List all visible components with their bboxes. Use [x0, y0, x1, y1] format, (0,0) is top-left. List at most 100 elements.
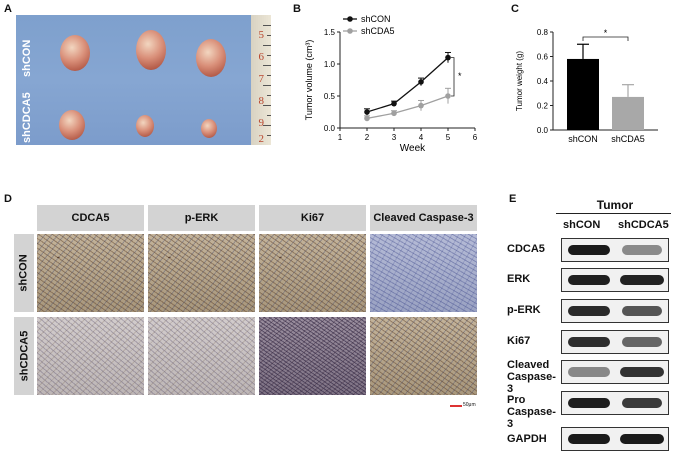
- data-point: [418, 102, 424, 109]
- blot-cleaved-caspase: [561, 360, 669, 384]
- blot-row-label: p-ERK: [507, 304, 541, 316]
- x-tick-label: 3: [392, 133, 397, 142]
- ihc-image-ki67-shcdca5: [259, 317, 366, 395]
- data-point: [391, 110, 397, 117]
- y-tick-label: 0.8: [537, 28, 549, 37]
- x-tick-label: 6: [473, 133, 478, 142]
- ihc-image-cdca5-shcon: [37, 234, 144, 312]
- blot-band: [620, 367, 664, 377]
- series-line-0: [366, 57, 449, 113]
- y-tick-label: 0.0: [324, 124, 336, 133]
- blot-band: [568, 337, 610, 347]
- data-point: [364, 115, 370, 122]
- panel-label-a: A: [4, 3, 12, 15]
- y-tick-label: 0.4: [537, 77, 549, 86]
- legend-marker: [347, 28, 353, 34]
- ruler-number: 2: [258, 133, 265, 145]
- y-axis-label: Tumor weight (g): [515, 51, 524, 112]
- ihc-column-header: p-ERK: [148, 205, 255, 231]
- ihc-image-perk-shcon: [148, 234, 255, 312]
- ruler-number: 5: [258, 29, 265, 41]
- ruler-number: 7: [258, 73, 265, 85]
- blot-band: [622, 306, 662, 316]
- x-tick-label: shCON: [568, 134, 598, 144]
- y-tick-label: 1.0: [324, 60, 336, 69]
- blot-row-label: Pro Caspase-3: [507, 394, 556, 430]
- bar-0: [567, 58, 599, 131]
- panel-label-d: D: [4, 193, 12, 205]
- tumor-specimen: [136, 30, 166, 70]
- ihc-image-caspase-shcon: [370, 234, 477, 312]
- blot-row-label: Ki67: [507, 335, 531, 347]
- tumor-specimen: [136, 115, 154, 137]
- significance-marker: *: [458, 71, 462, 81]
- scale-bar-label: 50μm: [463, 402, 476, 408]
- ihc-row-label: shCDCA5: [18, 330, 31, 382]
- data-point: [364, 109, 370, 115]
- blot-band: [568, 434, 610, 444]
- blot-title: Tumor: [596, 198, 634, 212]
- ihc-image-cdca5-shcdca5: [37, 317, 144, 395]
- x-axis-label: Week: [400, 143, 426, 154]
- tumor-photograph: shCON shCDCA5 5 6 7 8 9 2: [16, 15, 271, 145]
- ruler-number: 6: [258, 51, 265, 63]
- legend-marker: [347, 16, 353, 22]
- ihc-row-header: shCON: [14, 234, 34, 312]
- tumor-weight-bar-chart: 0.0 0.2 0.4 0.6 0.8 Tumor weight (g) shCON shCD…: [515, 28, 658, 144]
- blot-row-label: ERK: [507, 273, 531, 285]
- blot-band: [568, 367, 610, 377]
- ruler: 5 6 7 8 9 2: [251, 15, 271, 145]
- legend-label: shCDA5: [361, 26, 395, 36]
- ihc-row-label: shCON: [18, 254, 30, 292]
- ihc-image-ki67-shcon: [259, 234, 366, 312]
- photo-row-label-shcon: shCON: [21, 39, 33, 77]
- data-point: [391, 100, 397, 107]
- ihc-column-header: Cleaved Caspase-3: [370, 205, 477, 231]
- tumor-specimen: [60, 35, 90, 71]
- x-tick-label: shCDA5: [611, 134, 645, 144]
- blot-band: [622, 398, 662, 408]
- panel-label-b: B: [293, 3, 301, 15]
- blot-band: [568, 275, 610, 285]
- y-tick-label: 0.6: [537, 53, 549, 62]
- series-line-1: [366, 95, 449, 120]
- significance-bracket: [582, 36, 629, 41]
- x-tick-label: 5: [446, 133, 451, 142]
- bar-1: [612, 96, 644, 130]
- y-tick-label: 0.2: [537, 102, 549, 111]
- blot-band: [568, 245, 610, 255]
- blot-band: [568, 398, 610, 408]
- y-tick-label: 1.5: [324, 28, 336, 37]
- blot-ki67: [561, 330, 669, 354]
- data-point: [445, 54, 451, 61]
- blot-band: [622, 245, 662, 255]
- tumor-volume-line-chart: 0.0 0.5 1.0 1.5 1 2 3 4 5 6 Week Tumor volume (cm³)…: [304, 14, 478, 154]
- ihc-row-header: shCDCA5: [14, 317, 34, 395]
- tumor-specimen: [196, 39, 226, 77]
- ihc-image-perk-shcdca5: [148, 317, 255, 395]
- legend-label: shCON: [361, 14, 391, 24]
- blot-column-label: shCON: [563, 219, 601, 231]
- ihc-image-caspase-shcdca5: [370, 317, 477, 395]
- ihc-column-header: CDCA5: [37, 205, 144, 231]
- blot-perk: [561, 299, 669, 323]
- x-tick-label: 1: [338, 133, 343, 142]
- y-tick-label: 0.0: [537, 126, 549, 135]
- x-tick-label: 2: [365, 133, 370, 142]
- ruler-number: 8: [258, 95, 265, 107]
- scale-bar: [450, 405, 462, 407]
- y-tick-label: 0.5: [324, 92, 336, 101]
- y-axis-label: Tumor volume (cm³): [304, 40, 314, 121]
- blot-title-underline: [556, 213, 671, 214]
- blot-band: [620, 275, 664, 285]
- blot-cdca5: [561, 238, 669, 262]
- blot-band: [568, 306, 610, 316]
- blot-band: [620, 434, 664, 444]
- blot-row-label: GAPDH: [507, 433, 547, 445]
- data-point: [418, 79, 424, 85]
- panel-label-c: C: [511, 3, 519, 15]
- x-tick-label: 4: [419, 133, 424, 142]
- blot-row-label: Cleaved Caspase-3: [507, 359, 556, 395]
- blot-band: [622, 337, 662, 347]
- ruler-number: 9: [258, 117, 265, 129]
